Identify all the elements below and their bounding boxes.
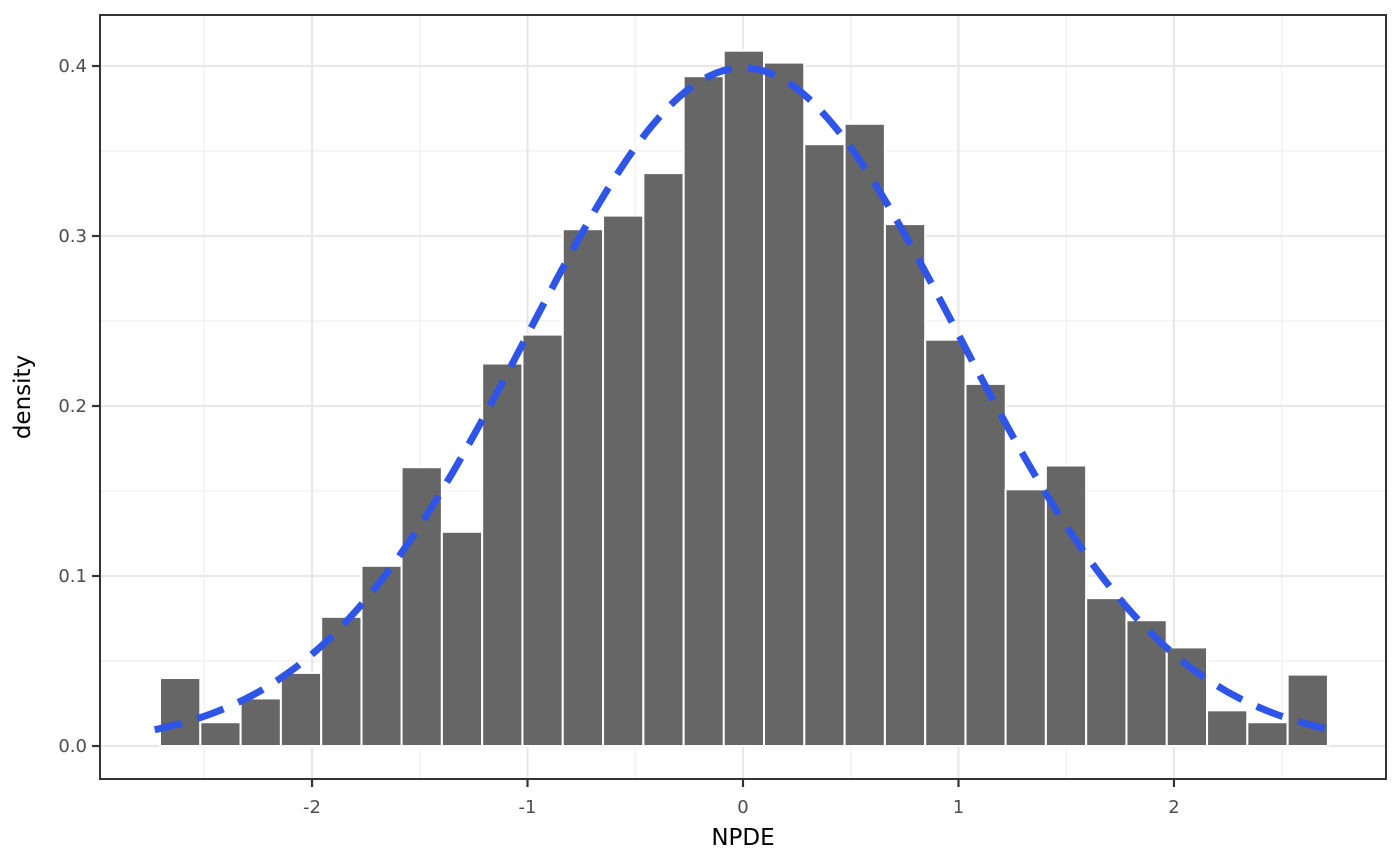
x-tick-label: -1 bbox=[519, 797, 537, 818]
y-tick-label: 0.2 bbox=[58, 396, 87, 417]
histogram-bar bbox=[1044, 464, 1088, 748]
y-tick-label: 0.4 bbox=[58, 56, 87, 77]
histogram-bar bbox=[481, 362, 524, 748]
histogram-bar bbox=[1004, 488, 1047, 748]
x-tick-label: 2 bbox=[1168, 797, 1179, 818]
histogram-bar bbox=[1085, 597, 1128, 748]
histogram-bar bbox=[561, 228, 605, 748]
histogram-bar bbox=[199, 721, 242, 748]
histogram-bar bbox=[924, 338, 967, 748]
histogram-bar bbox=[1206, 709, 1249, 748]
histogram-bar bbox=[803, 143, 846, 748]
histogram-bar bbox=[400, 466, 443, 748]
histogram-bar bbox=[682, 75, 725, 748]
histogram-bar bbox=[763, 61, 806, 748]
normal-density-curve bbox=[153, 64, 1333, 734]
y-tick-label: 0.0 bbox=[58, 736, 87, 757]
axis-ticks-layer bbox=[92, 64, 1176, 787]
histogram-bar bbox=[1286, 673, 1329, 748]
x-axis-title: NPDE bbox=[711, 825, 774, 851]
histogram-bar bbox=[360, 564, 403, 748]
histogram-bar bbox=[1165, 646, 1209, 748]
histogram-bar bbox=[883, 223, 927, 748]
axis-tick-labels-layer: -2 -1 0 1 2 0.0 0.1 0.2 0.3 0.4 bbox=[58, 56, 1179, 818]
histogram-bars-layer bbox=[159, 49, 1329, 748]
histogram-bar bbox=[1246, 721, 1289, 748]
histogram-bar bbox=[642, 172, 685, 748]
y-tick-label: 0.1 bbox=[58, 566, 87, 587]
y-axis-title: density bbox=[10, 355, 36, 439]
histogram-bar bbox=[279, 671, 323, 748]
histogram-bar bbox=[159, 677, 202, 748]
y-tick-label: 0.3 bbox=[58, 226, 87, 247]
x-tick-label: 0 bbox=[737, 797, 748, 818]
histogram-bar bbox=[722, 49, 765, 748]
x-tick-label: 1 bbox=[953, 797, 964, 818]
histogram-bar bbox=[964, 382, 1007, 748]
histogram-bar bbox=[440, 530, 484, 748]
histogram-bar bbox=[602, 214, 645, 748]
histogram-bar bbox=[521, 333, 564, 748]
histogram-bar bbox=[239, 697, 282, 748]
x-tick-label: -2 bbox=[303, 797, 321, 818]
histogram-bar bbox=[843, 122, 886, 748]
